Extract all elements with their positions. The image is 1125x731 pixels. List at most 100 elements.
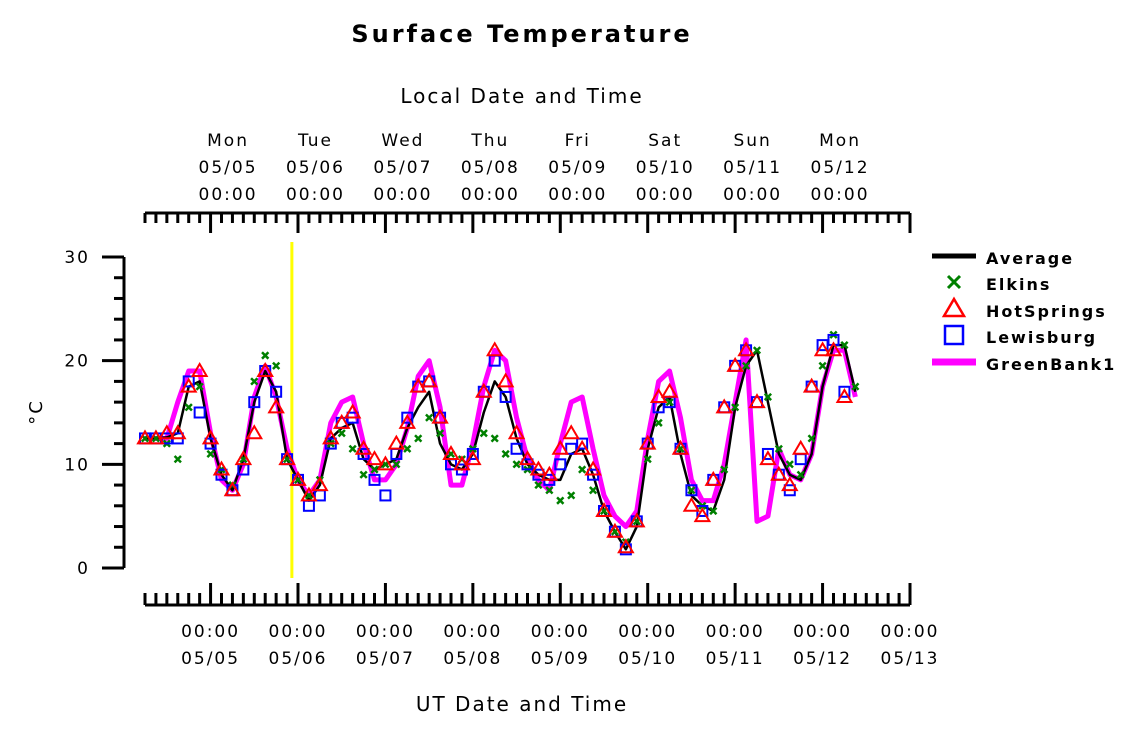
hotsprings-point (343, 403, 362, 419)
hotsprings-point (562, 424, 580, 440)
lewisburg-point (193, 406, 206, 419)
elkins-point (567, 491, 576, 500)
hotsprings-point (671, 439, 690, 455)
hotsprings-point (595, 501, 613, 517)
lewisburg-point (401, 411, 414, 424)
x-axis-label: UT Date and Time (416, 692, 628, 716)
elkins-point (588, 486, 598, 495)
hotsprings-point (289, 470, 307, 486)
hotsprings-point (354, 439, 373, 455)
hotsprings-point (704, 470, 723, 486)
hotsprings-point (475, 382, 493, 398)
elkins-point (818, 361, 827, 370)
bottom-tick-date: 05/09 (531, 649, 590, 669)
legend: Average Elkins HotSprings Lewisburg GreenBan… (932, 249, 1114, 374)
hotsprings-point (835, 387, 854, 403)
top-tick-date: 05/05 (199, 158, 258, 178)
top-tick-day: Mon (207, 131, 249, 151)
top-tick-time: 00:00 (548, 185, 607, 205)
bottom-tick-date: 05/07 (356, 649, 415, 669)
hotsprings-point (802, 377, 821, 393)
hotsprings-point (824, 341, 843, 357)
hotsprings-point (212, 460, 231, 476)
legend-label: Lewisburg (986, 328, 1097, 347)
bottom-tick-time: 00:00 (356, 622, 415, 642)
hotsprings-point (234, 450, 253, 466)
top-tick-day: Sun (733, 131, 771, 151)
hotsprings-point (715, 398, 733, 414)
lewisburg-point (576, 437, 589, 450)
hotsprings-point (693, 507, 712, 523)
bottom-tick-time: 00:00 (443, 622, 502, 642)
hotsprings-point (573, 439, 591, 455)
bottom-tick-date: 05/11 (706, 649, 765, 669)
hotsprings-point (398, 413, 417, 429)
top-tick-time: 00:00 (373, 185, 432, 205)
hotsprings-point (813, 341, 832, 357)
bottom-tick-time: 00:00 (618, 622, 677, 642)
hotsprings-point (540, 465, 559, 481)
hotsprings-point (376, 455, 395, 471)
hotsprings-point (781, 476, 799, 492)
lewisburg-point (379, 489, 392, 502)
elkins-point (261, 351, 270, 360)
hotsprings-point (628, 512, 646, 528)
lewisburg-point (794, 453, 807, 466)
y-tick-label: 0 (77, 559, 90, 579)
hotsprings-point (759, 450, 777, 466)
lewisburg-point (270, 385, 283, 398)
elkins-point (752, 346, 762, 355)
hotsprings-point (245, 424, 264, 440)
legend-label: HotSprings (986, 302, 1107, 321)
hotsprings-point (278, 450, 296, 466)
lewisburg-point (499, 390, 512, 403)
elkins-point (785, 460, 794, 469)
elkins-point (392, 460, 401, 469)
hotsprings-point (420, 372, 438, 388)
lewisburg-point (838, 385, 851, 398)
top-tick-day: Tue (297, 131, 333, 151)
hotsprings-point (267, 398, 285, 414)
lewisburg-point (302, 499, 315, 512)
top-tick-date: 05/08 (461, 158, 520, 178)
hotsprings-point (300, 486, 318, 502)
bottom-tick-date: 05/06 (269, 649, 328, 669)
hotsprings-point (158, 424, 176, 440)
top-axis-labels: Mon 05/05 00:00 Tue 05/06 00:00 Wed 05/07 00:00 T… (199, 131, 870, 205)
lewisburg-point (248, 396, 261, 409)
hotsprings-point (518, 450, 537, 466)
lewisburg-point (761, 447, 774, 460)
y-tick-label: 30 (64, 248, 90, 268)
top-tick-date: 05/11 (723, 158, 782, 178)
hotsprings-point (332, 413, 351, 429)
top-tick-date: 05/12 (811, 158, 870, 178)
hotsprings-point (179, 377, 198, 393)
top-tick-time: 00:00 (199, 185, 258, 205)
elkins-point (501, 449, 510, 459)
elkins-point (643, 455, 652, 464)
hotsprings-point (431, 408, 449, 424)
top-tick-time: 00:00 (286, 185, 345, 205)
lewisburg-point (466, 447, 479, 460)
elkins-point (435, 429, 445, 438)
elkins-point (851, 382, 860, 391)
hotsprings-point (190, 362, 209, 378)
elkins-point (556, 496, 565, 505)
elkins-point (348, 444, 357, 453)
hotsprings-point (748, 393, 766, 409)
hotsprings-point (737, 341, 755, 357)
hotsprings-point (169, 424, 187, 440)
bottom-tick-time: 00:00 (181, 622, 240, 642)
elkins-point (490, 434, 499, 443)
bottom-tick-date: 05/10 (618, 649, 677, 669)
top-tick-date: 05/06 (286, 158, 345, 178)
elkins-point (173, 455, 182, 464)
bottom-tick-date: 05/05 (181, 649, 240, 669)
top-tick-date: 05/10 (636, 158, 695, 178)
top-axis-title: Local Date and Time (400, 84, 643, 108)
elkins-point (184, 403, 193, 412)
elkins-point (195, 382, 204, 391)
top-time-axis (143, 211, 912, 233)
hotsprings-point (606, 522, 624, 538)
hotsprings-point (201, 429, 220, 445)
